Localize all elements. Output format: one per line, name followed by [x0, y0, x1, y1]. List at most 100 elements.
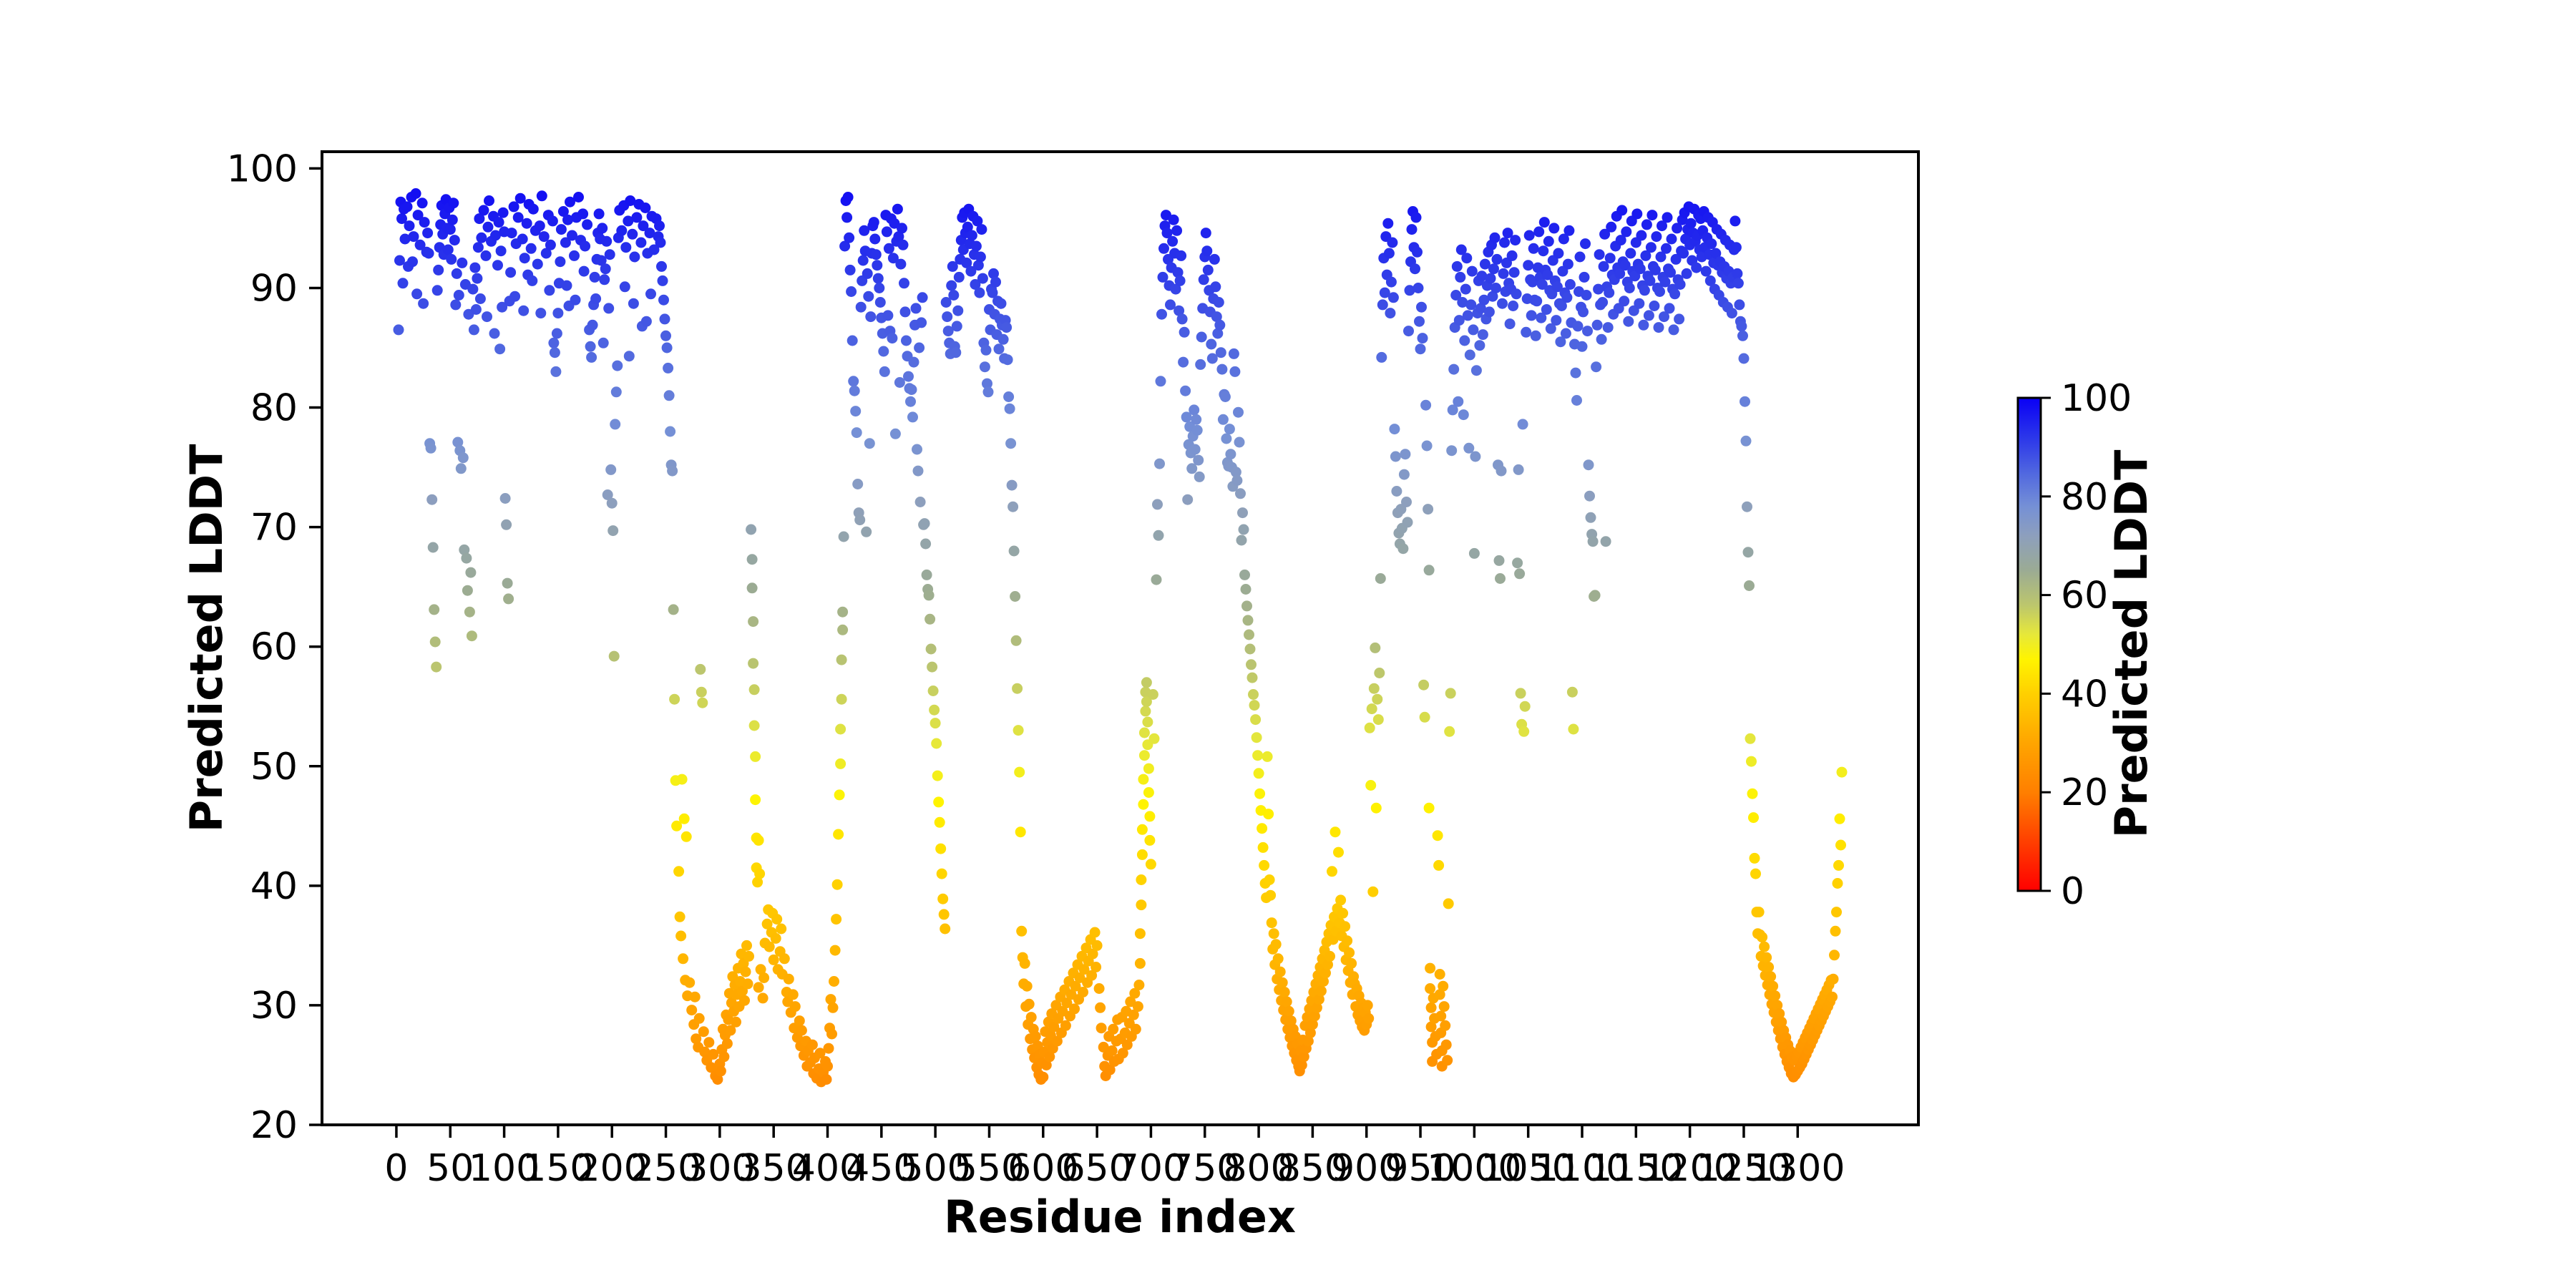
- scatter-point: [1470, 451, 1481, 462]
- scatter-point: [1654, 286, 1665, 297]
- scatter-point: [1196, 331, 1207, 343]
- scatter-point: [474, 293, 486, 304]
- scatter-point: [1491, 283, 1501, 293]
- scatter-point: [1010, 635, 1022, 646]
- scatter-point: [1385, 276, 1397, 288]
- scatter-point: [1674, 279, 1686, 290]
- scatter-point: [1158, 243, 1169, 254]
- scatter-point: [1515, 688, 1526, 699]
- scatter-point: [601, 235, 613, 247]
- scatter-point: [1747, 788, 1758, 799]
- x-tick-label: 800: [1223, 1147, 1294, 1190]
- scatter-point: [1502, 228, 1513, 239]
- scatter-point: [1774, 1008, 1785, 1020]
- scatter-point: [748, 720, 760, 731]
- x-tick-label: 450: [846, 1147, 917, 1190]
- scatter-point: [484, 195, 494, 206]
- scatter-point: [1089, 927, 1101, 938]
- scatter-point: [874, 297, 886, 308]
- scatter-point: [552, 308, 564, 319]
- x-tick-label: 1050: [1481, 1147, 1576, 1190]
- scatter-point: [565, 196, 575, 208]
- scatter-point: [1420, 399, 1432, 411]
- scatter-point: [1108, 1023, 1119, 1035]
- scatter-point: [1008, 501, 1019, 512]
- scatter-point: [1006, 479, 1018, 491]
- x-tick-label: 650: [1061, 1147, 1132, 1190]
- y-tick-label: 100: [227, 147, 298, 190]
- scatter-point: [1410, 263, 1420, 275]
- scatter-point: [947, 260, 958, 272]
- scatter-point: [932, 770, 943, 781]
- scatter-point: [743, 950, 754, 962]
- scatter-point: [1154, 458, 1165, 469]
- scatter-point: [822, 1060, 833, 1072]
- scatter-point: [1201, 245, 1213, 257]
- scatter-point: [1315, 985, 1327, 997]
- scatter-point: [1008, 545, 1020, 557]
- scatter-point: [1726, 308, 1737, 319]
- y-axis-label: Predicted LDDT: [180, 444, 233, 833]
- scatter-point: [645, 288, 656, 300]
- scatter-point: [946, 280, 957, 291]
- x-tick-label: 400: [792, 1147, 863, 1190]
- scatter-point: [894, 377, 905, 388]
- scatter-point: [862, 268, 873, 279]
- scatter-point: [878, 346, 889, 357]
- scatter-point: [1318, 976, 1329, 987]
- scatter-point: [1560, 328, 1571, 339]
- scatter-point: [1211, 311, 1222, 323]
- scatter-point: [508, 201, 519, 213]
- scatter-point: [837, 624, 849, 635]
- x-tick-label: 100: [469, 1147, 540, 1190]
- scatter-point: [1742, 547, 1754, 558]
- scatter-point: [1239, 569, 1250, 580]
- scatter-point: [1498, 268, 1509, 279]
- scatter-point: [997, 333, 1009, 345]
- scatter-point: [1460, 283, 1471, 295]
- scatter-point: [426, 494, 438, 505]
- scatter-point: [892, 203, 903, 215]
- scatter-point: [829, 976, 839, 987]
- scatter-point: [606, 497, 618, 509]
- scatter-point: [1225, 449, 1236, 460]
- scatter-point: [1410, 212, 1422, 223]
- scatter-point: [1010, 591, 1021, 602]
- scatter-point: [1829, 950, 1840, 961]
- scatter-point: [585, 341, 596, 352]
- scatter-point: [1528, 243, 1539, 254]
- scatter-point: [557, 206, 569, 217]
- scatter-point: [1732, 268, 1743, 279]
- scatter-point: [1249, 700, 1260, 711]
- x-axis-ticks: 0 501001502002503003504004505005506006507…: [384, 1125, 1845, 1190]
- scatter-point: [750, 751, 761, 762]
- scatter-point: [1634, 263, 1646, 275]
- scatter-point: [493, 217, 504, 228]
- scatter-point: [608, 650, 620, 662]
- scatter-point: [1274, 966, 1286, 977]
- scatter-point: [1564, 279, 1576, 290]
- scatter-point: [447, 214, 458, 225]
- scatter-point: [658, 294, 669, 306]
- scatter-point: [1462, 310, 1473, 321]
- scatter-point: [691, 1033, 702, 1045]
- scatter-point: [1016, 925, 1028, 937]
- scatter-point: [502, 577, 513, 589]
- scatter-point: [962, 221, 973, 233]
- x-tick-label: 950: [1385, 1147, 1455, 1190]
- scatter-point: [789, 1001, 801, 1013]
- scatter-point: [1551, 281, 1563, 293]
- scatter-point: [1214, 319, 1226, 331]
- scatter-point: [1512, 557, 1523, 569]
- scatter-point: [449, 235, 460, 246]
- scatter-point: [425, 442, 436, 454]
- scatter-point: [835, 723, 847, 735]
- scatter-point: [1649, 264, 1661, 275]
- scatter-point: [1425, 983, 1436, 994]
- x-tick-label: 1100: [1535, 1147, 1629, 1190]
- scatter-point: [1555, 336, 1566, 348]
- scatter-point: [952, 305, 964, 316]
- scatter-point: [675, 930, 687, 942]
- scatter-point: [509, 291, 521, 302]
- scatter-point: [1001, 322, 1013, 333]
